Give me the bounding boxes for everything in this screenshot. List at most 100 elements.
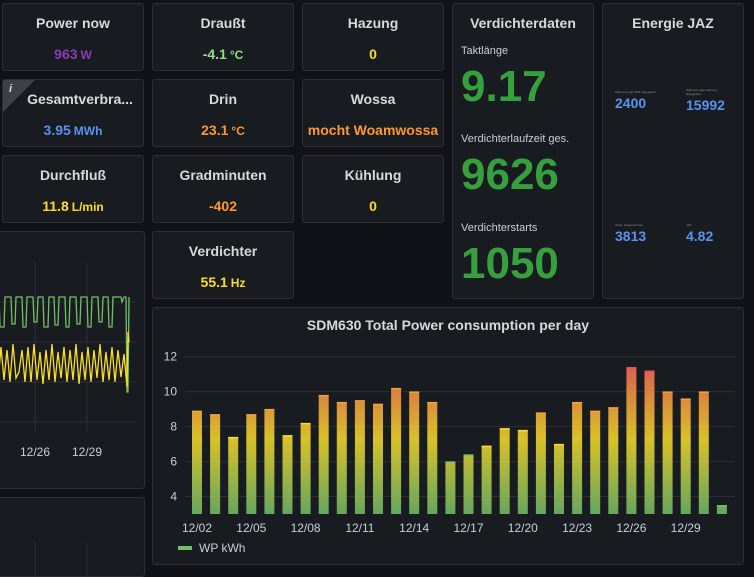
bar	[481, 445, 492, 514]
y-tick-label: 12	[164, 350, 178, 364]
bar	[282, 435, 293, 514]
stat-title: Drin	[209, 91, 237, 107]
sdm630-chart-panel[interactable]: SDM630 Total Power consumption per day 4…	[152, 307, 744, 565]
bar	[517, 430, 528, 514]
stat-title: Gesamtverbra...	[27, 91, 133, 107]
heizung-value: 15992	[686, 97, 725, 113]
stat-title: Durchfluß	[39, 167, 107, 183]
x-tick-label: 12/17	[453, 521, 483, 535]
stat-title: Kühlung	[344, 167, 402, 183]
stat-power-now[interactable]: Power now 963 W	[2, 3, 144, 71]
info-corner[interactable]	[3, 80, 35, 112]
starts-value: 1050	[461, 239, 559, 288]
energie-jaz-panel[interactable]: Energie JAZ Wärmemenge WW abgegeben 2400…	[602, 3, 744, 299]
stat-title: Hazung	[347, 15, 399, 31]
bar	[427, 402, 438, 514]
series-yellow	[0, 331, 130, 388]
stat-drin[interactable]: Drin 23.1 °C	[152, 79, 294, 147]
stat-value: 0	[369, 198, 377, 214]
stat-kuehlung[interactable]: Kühlung 0	[302, 155, 444, 223]
stat-title: Power now	[36, 15, 110, 31]
bar	[391, 388, 402, 514]
stat-value: 3.95 MWh	[43, 122, 103, 138]
sdm630-bar-chart: 4 6 8 10 12 12/02 12/05 12/08 12/11 12/14 12/17 12/…	[164, 350, 735, 555]
stat-drausst[interactable]: Draußt -4.1 °C	[152, 3, 294, 71]
bar	[626, 367, 637, 514]
bar	[572, 402, 583, 514]
bar	[210, 414, 221, 514]
x-tick-label: 12/26	[20, 445, 50, 459]
stat-value: 23.1 °C	[201, 122, 245, 138]
bar	[228, 437, 239, 514]
bar	[698, 391, 709, 514]
x-tick-label: 12/11	[345, 521, 374, 535]
y-tick-label: 6	[170, 455, 177, 469]
legend-swatch	[178, 546, 192, 550]
x-tick-label: 12/23	[562, 521, 592, 535]
strom-label: Strom aufgenommen	[615, 223, 644, 227]
stat-title: Verdichter	[188, 243, 258, 259]
taktlaenge-value: 9.17	[461, 62, 547, 111]
bar	[336, 402, 347, 514]
jaz-label: JAZ	[686, 223, 692, 227]
x-tick-label: 12/08	[291, 521, 321, 535]
bar	[499, 428, 510, 514]
ww-label: Wärmemenge WW abgegeben	[615, 90, 657, 94]
bar	[608, 407, 619, 514]
stat-hazung[interactable]: Hazung 0	[302, 3, 444, 71]
legend-label: WP kWh	[199, 541, 245, 555]
bar	[300, 423, 311, 514]
bar	[409, 391, 420, 514]
stat-value: 55.1 Hz	[200, 274, 246, 290]
bar	[373, 403, 383, 514]
x-tick-label: 12/05	[236, 521, 266, 535]
y-tick-label: 10	[164, 385, 178, 399]
x-tick-label: 12/26	[616, 521, 646, 535]
chart-title: SDM630 Total Power consumption per day	[306, 317, 590, 333]
strom-value: 3813	[615, 228, 647, 244]
stat-value: -402	[208, 198, 238, 214]
bar	[535, 412, 546, 514]
bar	[644, 370, 655, 514]
bar	[354, 400, 365, 514]
heizung-label: Wärmemenge Heizung abgegeben	[686, 88, 717, 96]
bar	[246, 414, 257, 514]
stat-title: Draußt	[200, 15, 246, 31]
jaz-value: 4.82	[686, 228, 714, 244]
taktlaenge-label: Taktlänge	[461, 45, 509, 57]
stat-gradminuten[interactable]: Gradminuten -402	[152, 155, 294, 223]
stat-value: mocht Woamwossa	[307, 122, 439, 138]
starts-label: Verdichterstarts	[461, 222, 538, 234]
stat-title: Gradminuten	[179, 167, 267, 183]
x-tick-label: 12/14	[399, 521, 429, 535]
stat-gesamtverbrauch[interactable]: i Gesamtverbra... 3.95 MWh	[2, 79, 144, 147]
bar	[590, 410, 601, 514]
y-tick-label: 8	[170, 420, 177, 434]
x-tick-label: 12/02	[182, 521, 212, 535]
stat-value: -4.1 °C	[202, 46, 244, 62]
y-tick-label: 4	[170, 490, 177, 504]
stat-verdichter[interactable]: Verdichter 55.1 Hz	[152, 231, 294, 299]
left-bottom-grid	[34, 542, 88, 576]
bar	[318, 395, 329, 514]
bar	[554, 444, 564, 514]
bar	[463, 454, 474, 514]
ww-value: 2400	[615, 95, 647, 111]
stat-value: 963 W	[54, 46, 92, 62]
series-green	[0, 296, 130, 393]
stat-durchfluss[interactable]: Durchfluß 11.8 L/min	[2, 155, 144, 223]
stat-wossa[interactable]: Wossa mocht Woamwossa	[302, 79, 444, 147]
stat-title: Wossa	[350, 91, 396, 107]
verdichterdaten-panel[interactable]: Verdichterdaten Taktlänge 9.17 Verdichte…	[452, 3, 594, 299]
left-timeseries-panel[interactable]: 12/26 12/29	[0, 231, 145, 489]
panel-title: Verdichterdaten	[470, 15, 576, 31]
bar	[264, 409, 275, 514]
left-bottom-panel[interactable]	[0, 497, 145, 577]
info-icon[interactable]: i	[9, 83, 13, 95]
bar	[445, 461, 456, 514]
bar	[662, 391, 673, 514]
bar	[716, 505, 727, 514]
stat-value: 11.8 L/min	[42, 198, 104, 214]
x-tick-label: 12/29	[671, 521, 701, 535]
bar	[680, 398, 691, 514]
